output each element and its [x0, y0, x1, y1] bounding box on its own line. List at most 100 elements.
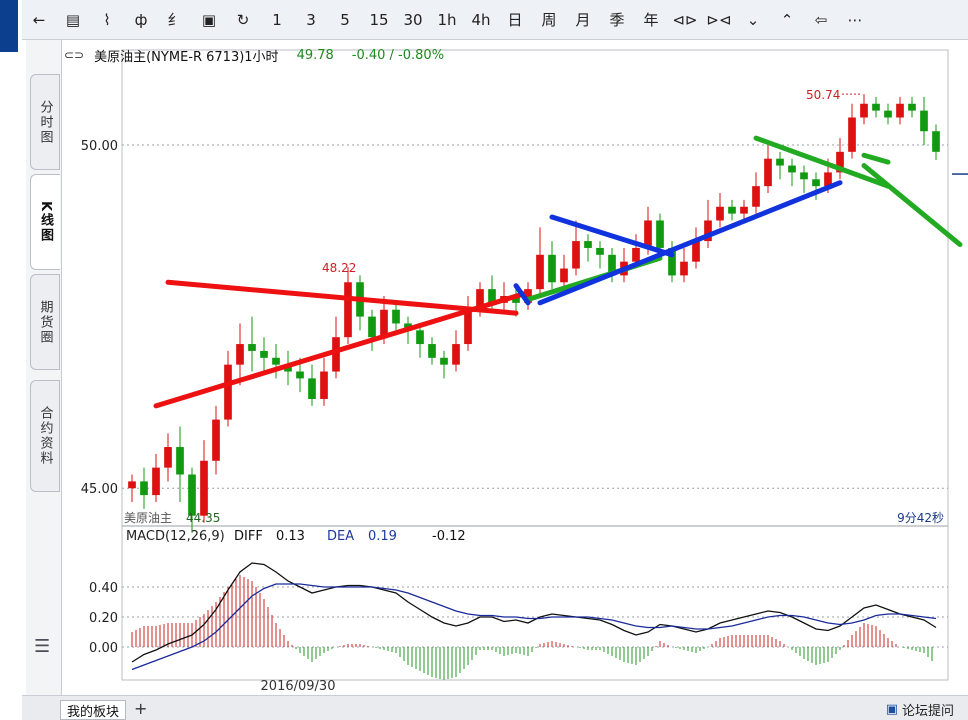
- candle-body: [452, 344, 460, 365]
- period-season[interactable]: 季: [609, 11, 625, 29]
- trendline: [165, 279, 519, 316]
- candle: [548, 241, 556, 290]
- candle-body: [800, 172, 808, 180]
- candle-body: [428, 344, 436, 358]
- candle: [152, 453, 160, 502]
- sidebar: 分时图 K线图 期货圈 合约资料 ☰: [26, 40, 62, 720]
- prev-icon[interactable]: ⇦: [814, 10, 828, 29]
- period-day[interactable]: 日: [507, 11, 523, 29]
- back-icon[interactable]: ←: [32, 10, 46, 29]
- tab-kline[interactable]: K线图: [30, 174, 60, 270]
- candle: [308, 364, 316, 406]
- refresh-icon[interactable]: ↻: [236, 10, 250, 29]
- candle: [812, 172, 820, 200]
- add-tab-button[interactable]: +: [134, 699, 148, 718]
- period-month[interactable]: 月: [575, 11, 591, 29]
- f10-icon[interactable]: 纟: [167, 11, 183, 29]
- candle-body: [848, 117, 856, 152]
- tab-intraday[interactable]: 分时图: [30, 74, 60, 170]
- more-icon[interactable]: ⋯: [847, 10, 863, 29]
- chart-area[interactable]: 45.00 50.00 50.74 48.22 美原油主 44.35 9分42秒 MACD(1…: [62, 40, 968, 695]
- candle-body: [248, 344, 256, 351]
- link-icon[interactable]: ⊂⊃: [64, 48, 85, 62]
- quote-list-icon[interactable]: ▤: [65, 10, 81, 29]
- candle-body: [236, 344, 244, 365]
- candle: [200, 440, 208, 523]
- candle-body: [176, 447, 184, 475]
- trendline: [753, 135, 891, 189]
- macd-tick-label: 0.00: [89, 641, 118, 656]
- price-tick-label: 50.00: [81, 139, 118, 154]
- shrink-icon[interactable]: ⊲⊳: [672, 10, 698, 29]
- candle-body: [212, 419, 220, 461]
- trendline: [537, 180, 843, 306]
- period-5min[interactable]: 5: [340, 10, 350, 29]
- candle: [908, 96, 916, 118]
- candle-body: [608, 254, 616, 276]
- candle-body: [752, 186, 760, 207]
- intraday-icon[interactable]: ⌇: [103, 10, 111, 29]
- candle-body: [596, 247, 604, 255]
- trendline: [549, 214, 675, 258]
- candle: [752, 172, 760, 214]
- candle: [728, 199, 736, 221]
- low-price-label: 44.35: [186, 511, 220, 525]
- period-1min[interactable]: 1: [272, 10, 282, 29]
- candle-body: [740, 206, 748, 214]
- candle-body: [680, 261, 688, 276]
- candle-body: [788, 165, 796, 173]
- kline-chart[interactable]: 45.00 50.00 50.74 48.22 美原油主 44.35 9分42秒 MACD(1…: [62, 40, 968, 695]
- candle: [464, 296, 472, 351]
- forum-button[interactable]: ▣ 论坛提问: [886, 700, 954, 719]
- candle: [440, 350, 448, 379]
- period-4h[interactable]: 4h: [471, 10, 491, 29]
- expand-icon[interactable]: ⊳⊲: [706, 10, 732, 29]
- period-15min[interactable]: 15: [369, 10, 389, 29]
- trendline: [861, 152, 891, 165]
- candle-body: [344, 282, 352, 338]
- candle-body: [464, 309, 472, 345]
- forum-label: 论坛提问: [901, 704, 954, 719]
- kline-icon[interactable]: ф: [134, 10, 148, 29]
- candle-body: [512, 296, 520, 303]
- price-change: -0.40 / -0.80%: [351, 47, 445, 63]
- period-year[interactable]: 年: [643, 11, 659, 29]
- candle: [320, 357, 328, 406]
- my-sector-tab[interactable]: 我的板块: [60, 700, 127, 720]
- candle: [188, 467, 196, 533]
- candle-body: [224, 364, 232, 420]
- candle-body: [584, 241, 592, 248]
- candle-body: [884, 110, 892, 118]
- candle: [212, 405, 220, 475]
- period-1h[interactable]: 1h: [437, 10, 457, 29]
- candle-body: [704, 220, 712, 242]
- menu-icon[interactable]: ☰: [34, 636, 51, 657]
- candle-body: [896, 103, 904, 118]
- candle-body: [128, 481, 136, 489]
- price-tick-label: 45.00: [81, 482, 118, 497]
- candle-body: [716, 206, 724, 221]
- chevron-down-icon[interactable]: ⌄: [746, 10, 760, 29]
- candle-body: [164, 447, 172, 468]
- candle: [656, 213, 664, 255]
- save-icon[interactable]: ▣: [201, 10, 217, 29]
- chevron-up-icon[interactable]: ⌃: [780, 10, 794, 29]
- candle: [716, 193, 724, 228]
- candle: [776, 151, 784, 180]
- candle: [788, 158, 796, 187]
- candle-body: [536, 254, 544, 290]
- candle: [236, 323, 244, 386]
- macd-tick-label: 0.40: [89, 581, 118, 596]
- macd-label: MACD(12,26,9): [126, 529, 225, 544]
- period-3min[interactable]: 3: [306, 10, 316, 29]
- candle-body: [200, 460, 208, 516]
- candle: [860, 94, 868, 125]
- period-30min[interactable]: 30: [403, 10, 423, 29]
- candle-body: [824, 172, 832, 187]
- tab-futures-circle[interactable]: 期货圈: [30, 274, 60, 370]
- candle: [344, 267, 352, 345]
- candle-body: [140, 481, 148, 496]
- tab-contract-info[interactable]: 合约资料: [30, 380, 60, 492]
- candle-body: [908, 103, 916, 111]
- period-week[interactable]: 周: [541, 11, 557, 29]
